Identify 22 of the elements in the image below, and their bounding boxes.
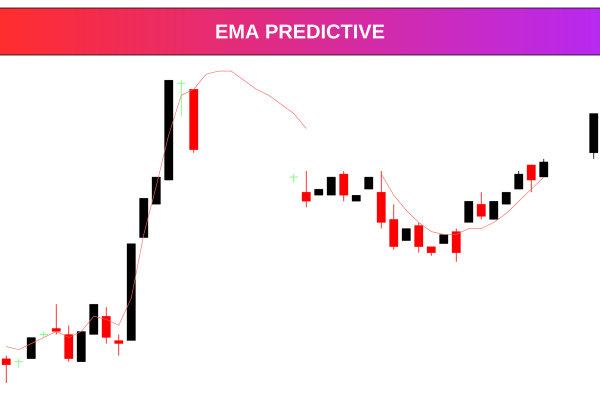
- candlestick: [339, 170, 348, 202]
- candlestick: [414, 222, 424, 254]
- candlestick: [539, 158, 548, 178]
- candlestick: [502, 192, 511, 205]
- chart-title: EMA PREDICTIVE: [216, 24, 384, 39]
- candlestick: [452, 228, 461, 262]
- candlestick: [302, 170, 311, 208]
- candlestick: [514, 170, 524, 190]
- candlestick: [2, 355, 11, 384]
- candlestick: [489, 200, 498, 220]
- candlestick: [326, 176, 336, 196]
- candlestick: [476, 192, 486, 220]
- candlestick: [102, 306, 111, 344]
- candlestick: [526, 164, 536, 193]
- candlestick: [402, 228, 411, 242]
- candlestick: [114, 334, 124, 356]
- candlestick: [52, 304, 61, 335]
- candlestick: [289, 174, 298, 184]
- candlestick: [364, 176, 374, 190]
- candlestick: [426, 246, 436, 256]
- candlestick: [464, 200, 474, 223]
- candlestick: [26, 337, 36, 360]
